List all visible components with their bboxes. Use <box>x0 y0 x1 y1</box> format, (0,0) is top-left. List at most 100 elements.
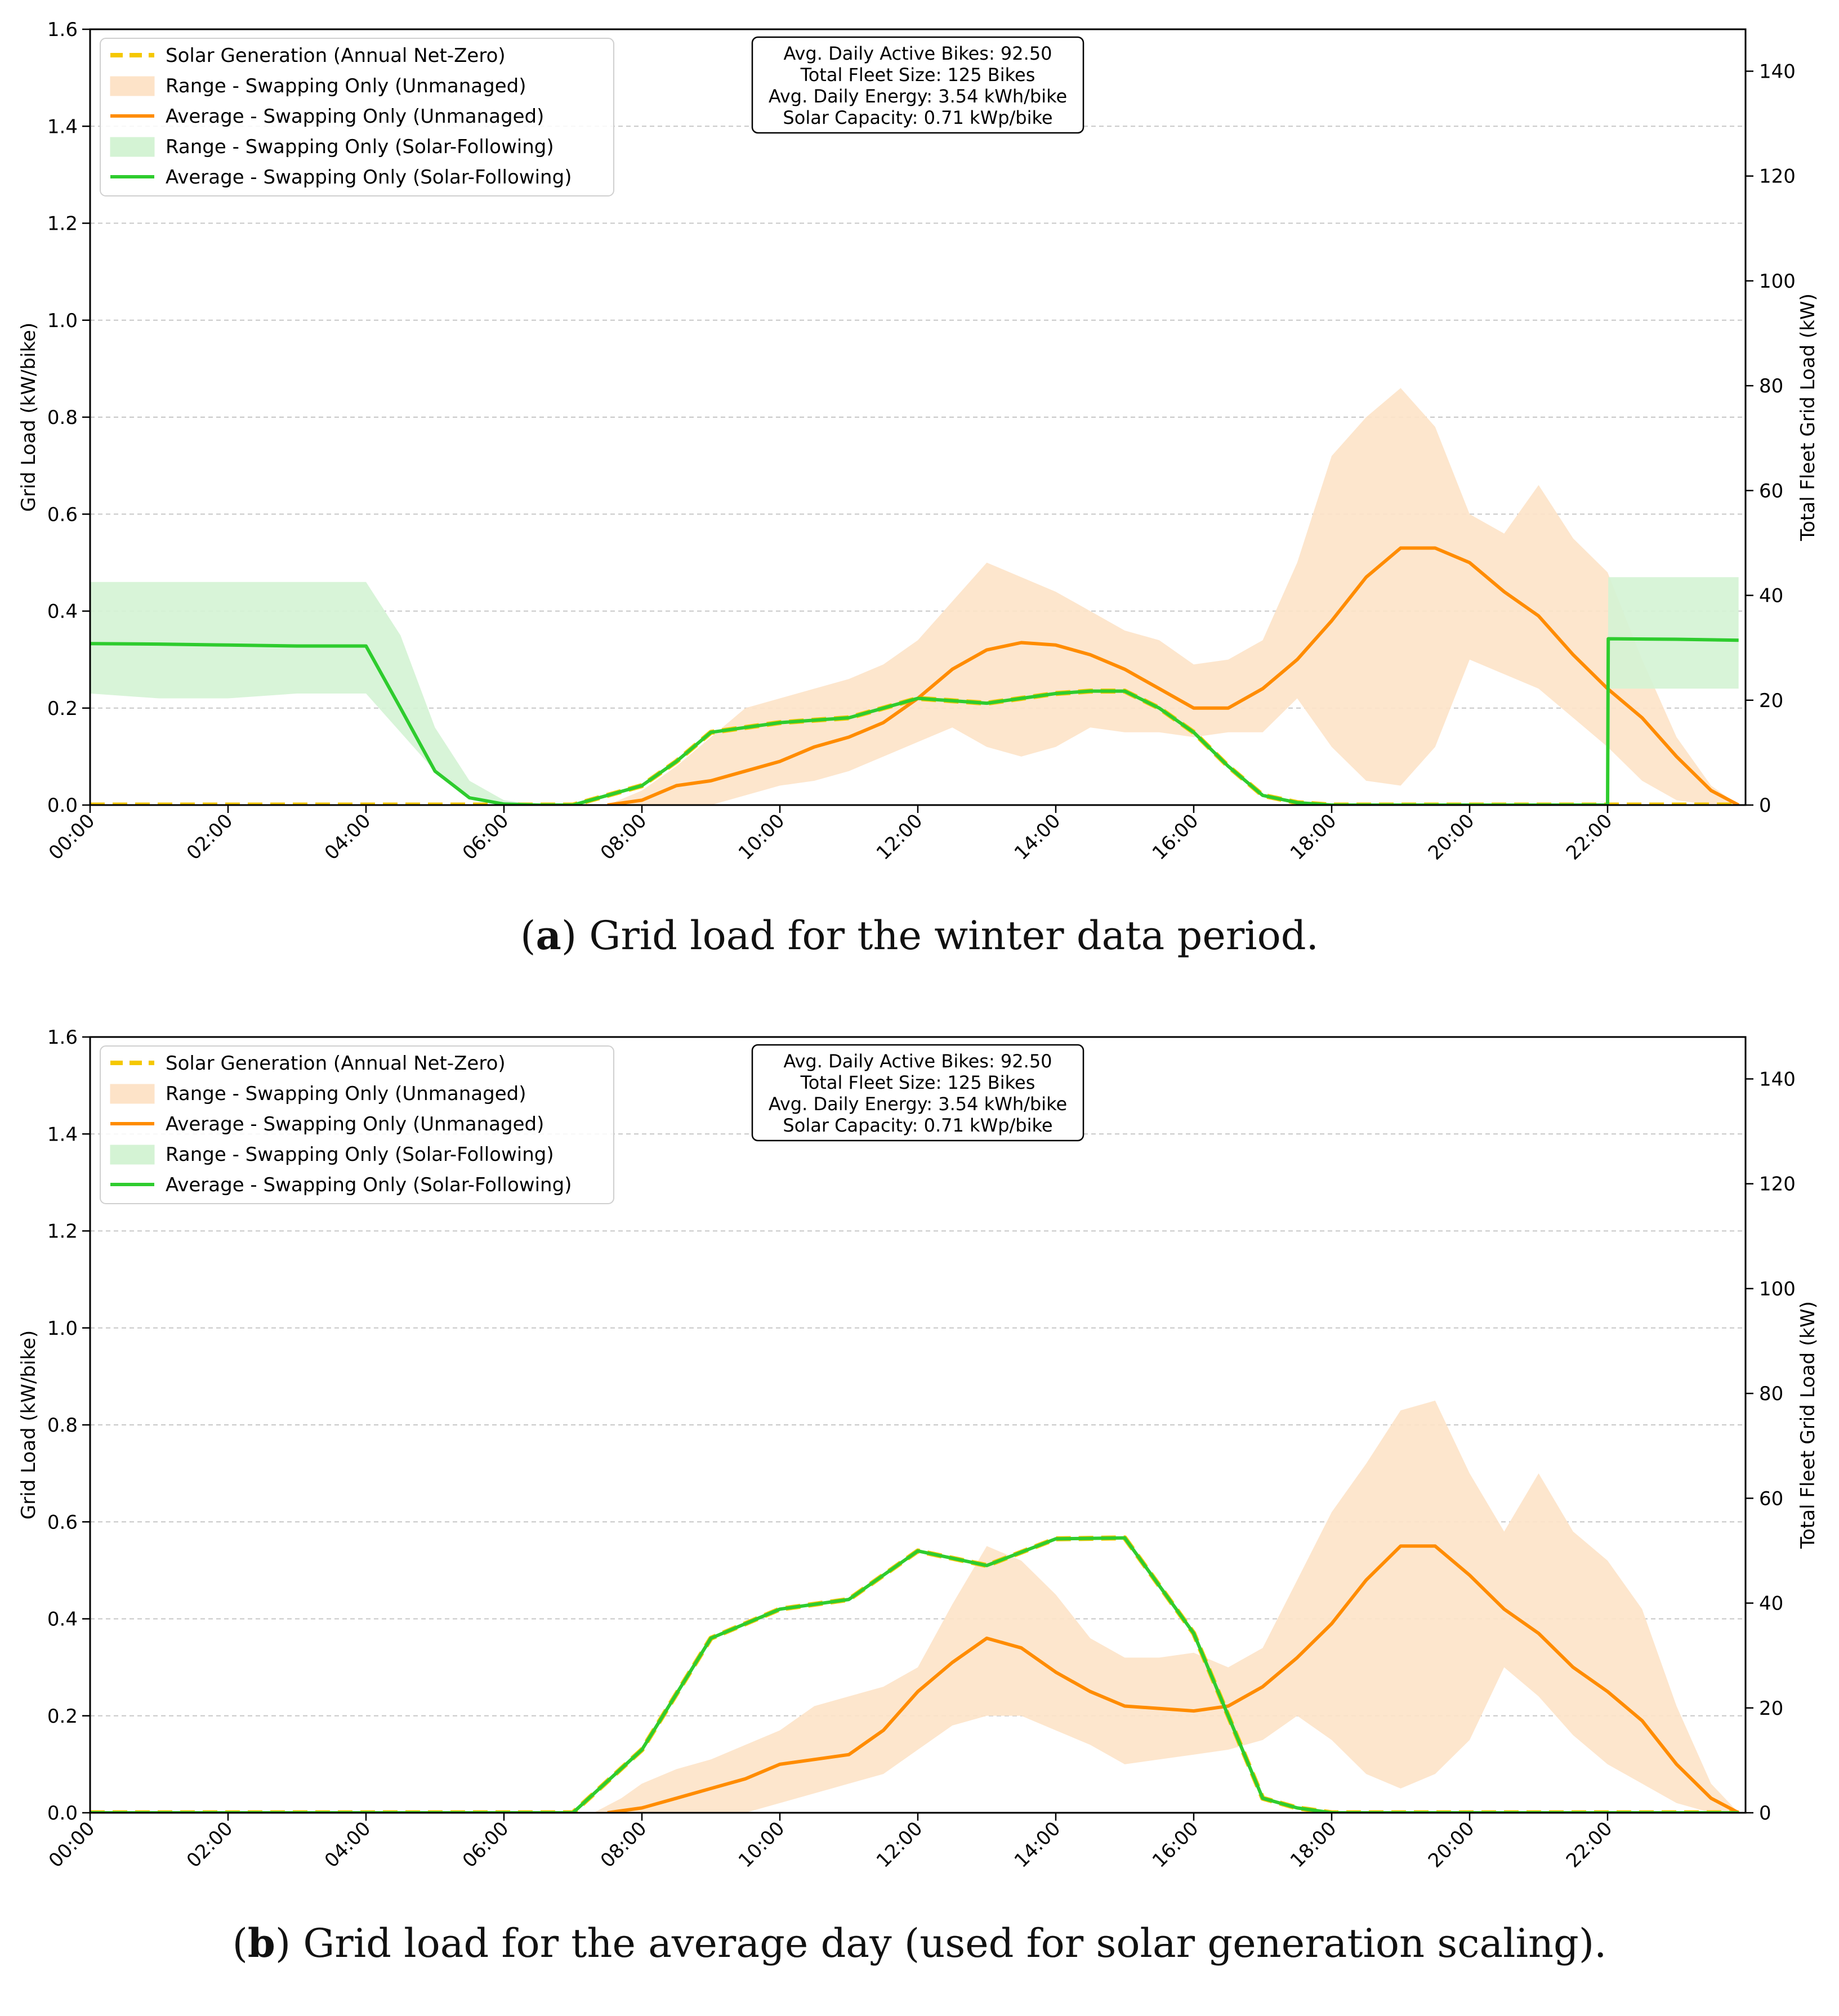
legend-label: Average - Swapping Only (Solar-Following… <box>166 1174 572 1196</box>
y-right-axis-label: Total Fleet Grid Load (kW) <box>1797 1301 1819 1549</box>
legend-swatch <box>110 1145 155 1165</box>
average-line <box>607 1544 1740 1813</box>
legend-label: Solar Generation (Annual Net-Zero) <box>166 1052 506 1075</box>
info-box-line: Total Fleet Size: 125 Bikes <box>800 1072 1035 1093</box>
caption-a: (a) Grid load for the winter data period… <box>520 912 1319 959</box>
y-right-tick-label: 60 <box>1759 480 1783 502</box>
legend-swatch <box>110 137 155 157</box>
x-tick-label: 04:00 <box>320 810 376 865</box>
info-box-line: Avg. Daily Energy: 3.54 kWh/bike <box>769 1093 1067 1115</box>
y-right-tick-label: 60 <box>1759 1487 1783 1510</box>
info-box-line: Solar Capacity: 0.71 kWp/bike <box>783 1115 1052 1136</box>
caption-b-text: Grid load for the average day (used for … <box>303 1920 1607 1966</box>
y-tick-label: 0.0 <box>47 1802 78 1825</box>
y-right-tick-label: 120 <box>1759 166 1796 188</box>
y-tick-label: 0.6 <box>47 503 78 526</box>
info-box-line: Avg. Daily Energy: 3.54 kWh/bike <box>769 86 1067 107</box>
plot-area <box>90 1400 1740 1813</box>
y-axis-label: Grid Load (kW/bike) <box>17 1330 40 1519</box>
average-line <box>90 1536 1739 1813</box>
plot-area <box>90 388 1740 805</box>
legend-label: Solar Generation (Annual Net-Zero) <box>166 44 506 67</box>
legend-label: Range - Swapping Only (Unmanaged) <box>166 1083 526 1105</box>
range-band <box>593 1400 1739 1813</box>
y-right-tick-label: 20 <box>1759 1697 1783 1720</box>
y-tick-label: 0.6 <box>47 1511 78 1534</box>
y-right-tick-label: 80 <box>1759 375 1783 397</box>
y-right-axis-label: Total Fleet Grid Load (kW) <box>1797 293 1819 542</box>
range-band <box>607 388 1739 805</box>
x-tick-label: 02:00 <box>182 1817 238 1872</box>
range-band <box>90 577 1739 805</box>
legend-label: Average - Swapping Only (Unmanaged) <box>166 1113 544 1136</box>
x-tick-label: 16:00 <box>1148 810 1203 865</box>
caption-b-letter: b <box>247 1920 275 1966</box>
info-box-line: Solar Capacity: 0.71 kWp/bike <box>783 107 1052 128</box>
legend-label: Range - Swapping Only (Solar-Following) <box>166 136 554 158</box>
x-tick-label: 06:00 <box>458 1817 514 1872</box>
x-tick-label: 20:00 <box>1424 810 1479 865</box>
caption-a-letter: a <box>535 912 561 959</box>
x-tick-label: 04:00 <box>320 1817 376 1872</box>
x-tick-label: 06:00 <box>458 810 514 865</box>
info-box-line: Total Fleet Size: 125 Bikes <box>800 64 1035 86</box>
y-tick-label: 0.8 <box>47 406 78 429</box>
x-tick-label: 02:00 <box>182 810 238 865</box>
y-right-tick-label: 140 <box>1759 1068 1796 1090</box>
legend-label: Range - Swapping Only (Unmanaged) <box>166 75 526 97</box>
y-tick-label: 1.0 <box>47 310 78 332</box>
legend-box <box>100 38 614 196</box>
x-tick-label: 22:00 <box>1562 1817 1617 1872</box>
legend-box <box>100 1045 614 1204</box>
x-tick-label: 10:00 <box>734 1817 789 1872</box>
x-tick-label: 10:00 <box>734 810 789 865</box>
y-tick-label: 1.2 <box>47 1221 78 1243</box>
x-tick-label: 20:00 <box>1424 1817 1479 1872</box>
x-tick-label: 18:00 <box>1286 1817 1341 1872</box>
chart-b: 0.0 0.2 0.4 0.6 0.8 1.0 1.2 1.4 1.6 0 20 40 60 80 100 1… <box>17 1026 1819 1872</box>
legend-label: Average - Swapping Only (Unmanaged) <box>166 105 544 128</box>
y-right-tick-label: 40 <box>1759 585 1783 607</box>
plot-frame <box>89 28 1747 806</box>
legend-label: Range - Swapping Only (Solar-Following) <box>166 1143 554 1166</box>
y-right-tick-label: 100 <box>1759 270 1796 293</box>
info-box-frame <box>751 36 1084 134</box>
y-tick-label: 1.0 <box>47 1317 78 1340</box>
average-line <box>90 637 1739 805</box>
caption-a-text: Grid load for the winter data period. <box>589 913 1319 959</box>
x-tick-label: 22:00 <box>1562 810 1617 865</box>
y-right-tick-label: 120 <box>1759 1173 1796 1196</box>
y-tick-label: 0.4 <box>47 601 78 623</box>
x-tick-label: 08:00 <box>596 810 651 865</box>
y-tick-label: 1.4 <box>47 115 78 138</box>
plot-frame <box>89 1036 1747 1814</box>
y-tick-label: 0.0 <box>47 794 78 817</box>
legend-swatch <box>110 76 155 96</box>
y-tick-label: 0.2 <box>47 1705 78 1728</box>
y-tick-label: 1.4 <box>47 1123 78 1146</box>
legend-label: Average - Swapping Only (Solar-Following… <box>166 166 572 189</box>
x-tick-label: 14:00 <box>1010 1817 1065 1872</box>
x-tick-label: 14:00 <box>1010 810 1065 865</box>
legend-swatch <box>110 1084 155 1104</box>
x-tick-label: 00:00 <box>44 1817 100 1872</box>
chart-a: 0.0 0.2 0.4 0.6 0.8 1.0 1.2 1.4 1.6 0 20 40 60 80 100 1… <box>17 19 1819 865</box>
y-axis-label: Grid Load (kW/bike) <box>17 323 40 512</box>
x-tick-label: 16:00 <box>1148 1817 1203 1872</box>
x-tick-label: 18:00 <box>1286 810 1341 865</box>
y-right-tick-label: 40 <box>1759 1593 1783 1615</box>
caption-b: (b) Grid load for the average day (used … <box>232 1920 1607 1966</box>
info-box-line: Avg. Daily Active Bikes: 92.50 <box>783 1051 1052 1072</box>
y-right-tick-label: 80 <box>1759 1383 1783 1405</box>
y-right-tick-label: 0 <box>1759 1802 1771 1825</box>
info-box-frame <box>751 1044 1084 1142</box>
y-right-tick-label: 140 <box>1759 60 1796 83</box>
x-tick-label: 08:00 <box>596 1817 651 1872</box>
y-right-tick-label: 100 <box>1759 1278 1796 1300</box>
x-tick-label: 12:00 <box>872 1817 927 1872</box>
legend: Solar Generation (Annual Net-Zero) Range … <box>100 1045 614 1204</box>
y-tick-label: 0.4 <box>47 1608 78 1631</box>
y-tick-label: 0.8 <box>47 1414 78 1437</box>
